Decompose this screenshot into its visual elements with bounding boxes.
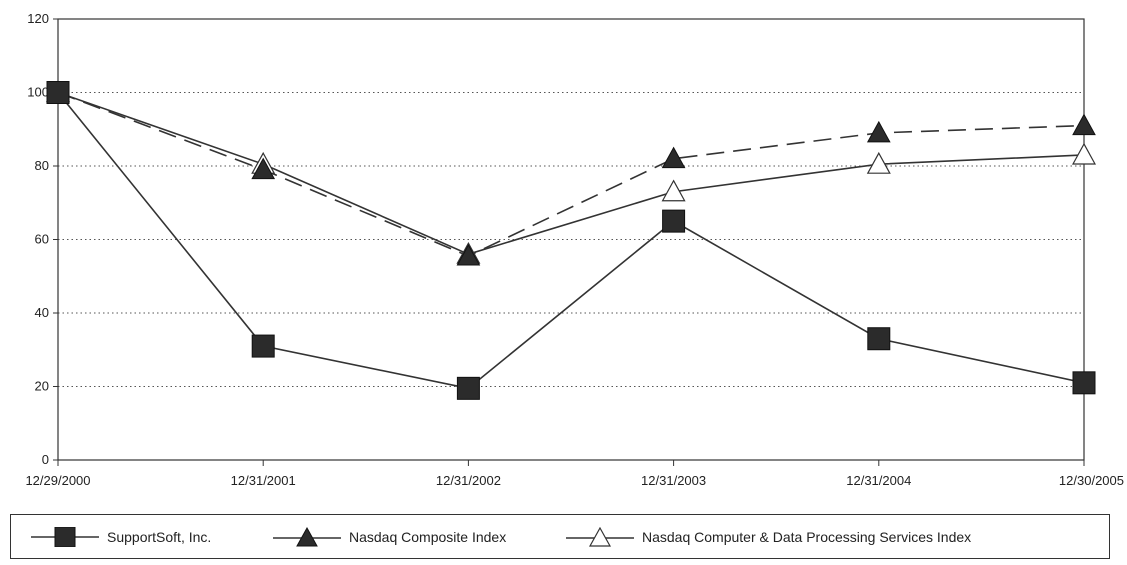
legend-square-marker-icon <box>31 526 99 547</box>
y-tick-label: 0 <box>42 452 49 467</box>
x-tick-label: 12/31/2004 <box>846 473 911 488</box>
data-point-supportsoft <box>456 376 480 400</box>
y-tick-label: 40 <box>35 305 49 320</box>
data-point-supportsoft <box>251 334 275 358</box>
y-tick-label: 80 <box>35 158 49 173</box>
x-axis-ticks: 12/29/2000 12/31/2001 12/31/2002 12/31/2003… <box>25 460 1124 488</box>
y-tick-label: 60 <box>35 232 49 247</box>
data-point-supportsoft <box>662 209 686 233</box>
y-tick-label: 100 <box>27 85 49 100</box>
series-markers <box>45 80 1097 400</box>
legend: SupportSoft, Inc. Nasdaq Composite Index… <box>10 514 1110 559</box>
legend-item-supportsoft: SupportSoft, Inc. <box>31 515 211 558</box>
series-line-nasdaq-composite <box>57 91 1085 257</box>
series-lines <box>57 91 1085 390</box>
x-tick-label: 12/31/2003 <box>641 473 706 488</box>
x-tick-label: 12/31/2001 <box>231 473 296 488</box>
data-point-supportsoft <box>46 81 70 104</box>
y-axis-ticks: 0 20 40 60 80 100 120 <box>27 11 58 467</box>
x-tick-label: 12/30/2005 <box>1059 473 1124 488</box>
legend-label-nasdaq-composite: Nasdaq Composite Index <box>349 528 507 545</box>
legend-open-triangle-icon <box>566 526 634 547</box>
data-point-nasdaq-computer <box>661 179 686 202</box>
gridlines <box>58 92 1084 387</box>
x-tick-label: 12/31/2002 <box>436 473 501 488</box>
data-point-nasdaq-composite <box>456 243 481 266</box>
data-point-nasdaq-computer <box>1071 142 1097 165</box>
legend-label-supportsoft: SupportSoft, Inc. <box>107 528 212 545</box>
data-point-nasdaq-composite <box>661 146 686 169</box>
data-point-nasdaq-composite <box>866 120 891 143</box>
data-point-nasdaq-composite <box>251 157 276 180</box>
y-tick-label: 20 <box>35 379 49 394</box>
x-tick-label: 12/29/2000 <box>25 473 90 488</box>
series-line-supportsoft <box>57 91 1085 390</box>
data-point-supportsoft <box>867 327 891 351</box>
series-line-nasdaq-computer <box>57 91 1085 256</box>
legend-item-nasdaq-composite: Nasdaq Composite Index <box>273 515 506 558</box>
legend-item-nasdaq-computer: Nasdaq Computer & Data Processing Servic… <box>566 515 971 558</box>
data-point-supportsoft <box>1072 371 1096 395</box>
line-chart: 0 20 40 60 80 100 120 12/29/2000 12/31/2001 12/3… <box>25 11 1124 488</box>
data-point-nasdaq-composite <box>1072 113 1096 136</box>
y-tick-label: 120 <box>27 11 49 26</box>
legend-filled-triangle-icon <box>273 526 341 546</box>
legend-label-nasdaq-computer: Nasdaq Computer & Data Processing Servic… <box>642 528 972 545</box>
data-point-nasdaq-computer <box>866 151 891 174</box>
